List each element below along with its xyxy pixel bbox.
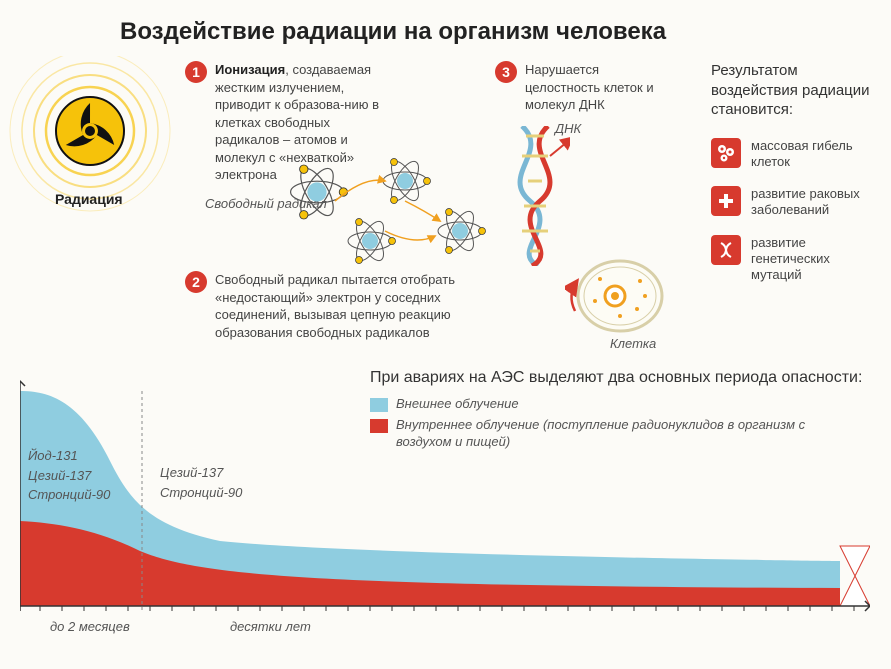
cell-label: Клетка: [610, 336, 656, 351]
step-3: 3 Нарушается целостность клеток и молеку…: [495, 61, 675, 114]
dna-diagram: [510, 126, 570, 266]
result-text: развитие генетических мутаций: [751, 235, 876, 284]
legend-label: Внутреннее облучение (поступление радион…: [396, 417, 856, 451]
result-text: массовая гибель клеток: [751, 138, 876, 171]
chart-legend: Внешнее облучение Внутреннее облучение (…: [370, 396, 856, 455]
result-item-cells: массовая гибель клеток: [711, 138, 876, 171]
result-item-cancer: развитие раковых заболеваний: [711, 186, 876, 219]
x-label-1: до 2 месяцев: [50, 619, 130, 634]
step-3-text: Нарушается целостность клеток и молекул …: [525, 61, 675, 114]
legend-label: Внешнее облучение: [396, 396, 519, 413]
step-3-badge: 3: [495, 61, 517, 83]
legend-internal: Внутреннее облучение (поступление радион…: [370, 417, 856, 451]
result-item-mutation: развитие генетических мутаций: [711, 235, 876, 284]
dna-icon: [711, 235, 741, 265]
isotopes-phase2: Цезий-137Стронций-90: [160, 463, 242, 502]
legend-external: Внешнее облучение: [370, 396, 856, 413]
decay-chart: При авариях на АЭС выделяют два основных…: [20, 351, 870, 631]
page-title: Воздействие радиации на организм человек…: [0, 0, 891, 56]
cell-diagram: [565, 251, 665, 336]
step-1-bold: Ионизация: [215, 62, 285, 77]
legend-swatch: [370, 419, 388, 433]
atoms-diagram: [275, 156, 505, 286]
cross-icon: [711, 186, 741, 216]
step-2-badge: 2: [185, 271, 207, 293]
radiation-label: Радиация: [55, 191, 123, 207]
isotopes-phase1: Йод-131Цезий-137Стронций-90: [28, 446, 110, 505]
results-panel: Результатом воздействия радиации станови…: [711, 61, 876, 299]
x-label-2: десятки лет: [230, 619, 311, 634]
chart-title: При авариях на АЭС выделяют два основных…: [370, 369, 862, 387]
step-1-badge: 1: [185, 61, 207, 83]
infographic-body: Радиация 1 Ионизация, создаваемая жестки…: [0, 56, 891, 646]
legend-swatch: [370, 398, 388, 412]
results-title: Результатом воздействия радиации станови…: [711, 61, 876, 120]
result-text: развитие раковых заболеваний: [751, 186, 876, 219]
cells-icon: [711, 138, 741, 168]
